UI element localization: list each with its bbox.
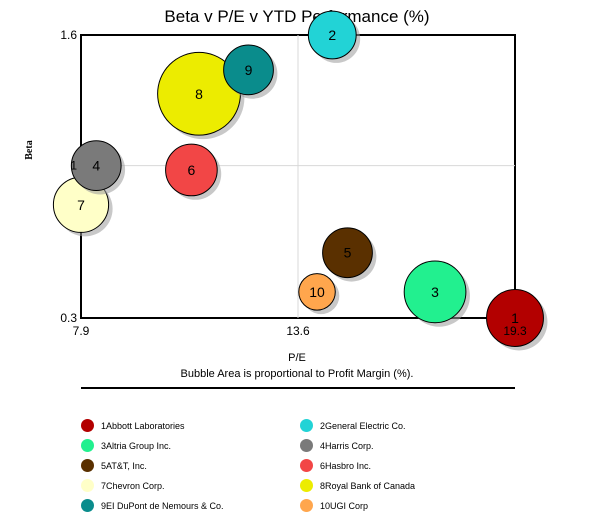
axis-labels: 7.9 13.6 19.3 0.3 1 1.6 xyxy=(60,28,527,338)
bubble-label: 8 xyxy=(195,86,203,102)
bubble-1: 1 xyxy=(486,289,548,351)
bubble-circle xyxy=(298,273,336,311)
y-tick-label: 1.6 xyxy=(60,28,77,42)
x-tick-label: 19.3 xyxy=(503,324,527,338)
bubble-label: 5 xyxy=(344,245,352,261)
y-axis-label: Beta xyxy=(24,140,35,159)
bubble-8: 8 xyxy=(157,51,245,140)
bubble-6: 6 xyxy=(165,143,222,200)
y-tick-label: 1 xyxy=(70,159,77,173)
bubble-circle xyxy=(70,140,122,191)
bubble-label: 3 xyxy=(431,284,439,300)
bubble-label: 6 xyxy=(188,162,196,178)
bubble-circle xyxy=(486,289,544,347)
bubble-5: 5 xyxy=(322,227,377,282)
bubble-circle xyxy=(403,260,467,324)
bubble-10: 10 xyxy=(298,273,340,315)
bubble-circle xyxy=(307,10,357,60)
x-tick-label: 13.6 xyxy=(286,324,310,338)
x-tick-label: 7.9 xyxy=(73,324,90,338)
bubble-label: 10 xyxy=(309,284,325,300)
bubble-label: 7 xyxy=(77,197,85,213)
y-tick-label: 0.3 xyxy=(60,311,77,325)
x-axis-label: P/E xyxy=(288,352,306,364)
bubble-4: 4 xyxy=(70,140,126,195)
bubble-2: 2 xyxy=(307,10,361,63)
bubble-circle xyxy=(223,44,274,96)
bubble-layer: 8 3 1 7 6 4 5 9 2 10 xyxy=(52,10,548,351)
grid-lines xyxy=(81,35,515,318)
chart-subtitle: Bubble Area is proportional to Profit Ma… xyxy=(181,368,414,380)
bubble-3: 3 xyxy=(403,260,470,327)
bubble-label: 4 xyxy=(92,158,100,174)
bubble-label: 9 xyxy=(245,62,253,78)
bubble-circle xyxy=(322,227,373,279)
bubble-circle xyxy=(165,143,218,197)
bubble-label: 1 xyxy=(511,310,519,326)
bubble-label: 2 xyxy=(328,27,336,43)
bubble-9: 9 xyxy=(223,44,278,99)
chart-title: Beta v P/E v YTD Performance (%) xyxy=(164,7,429,26)
